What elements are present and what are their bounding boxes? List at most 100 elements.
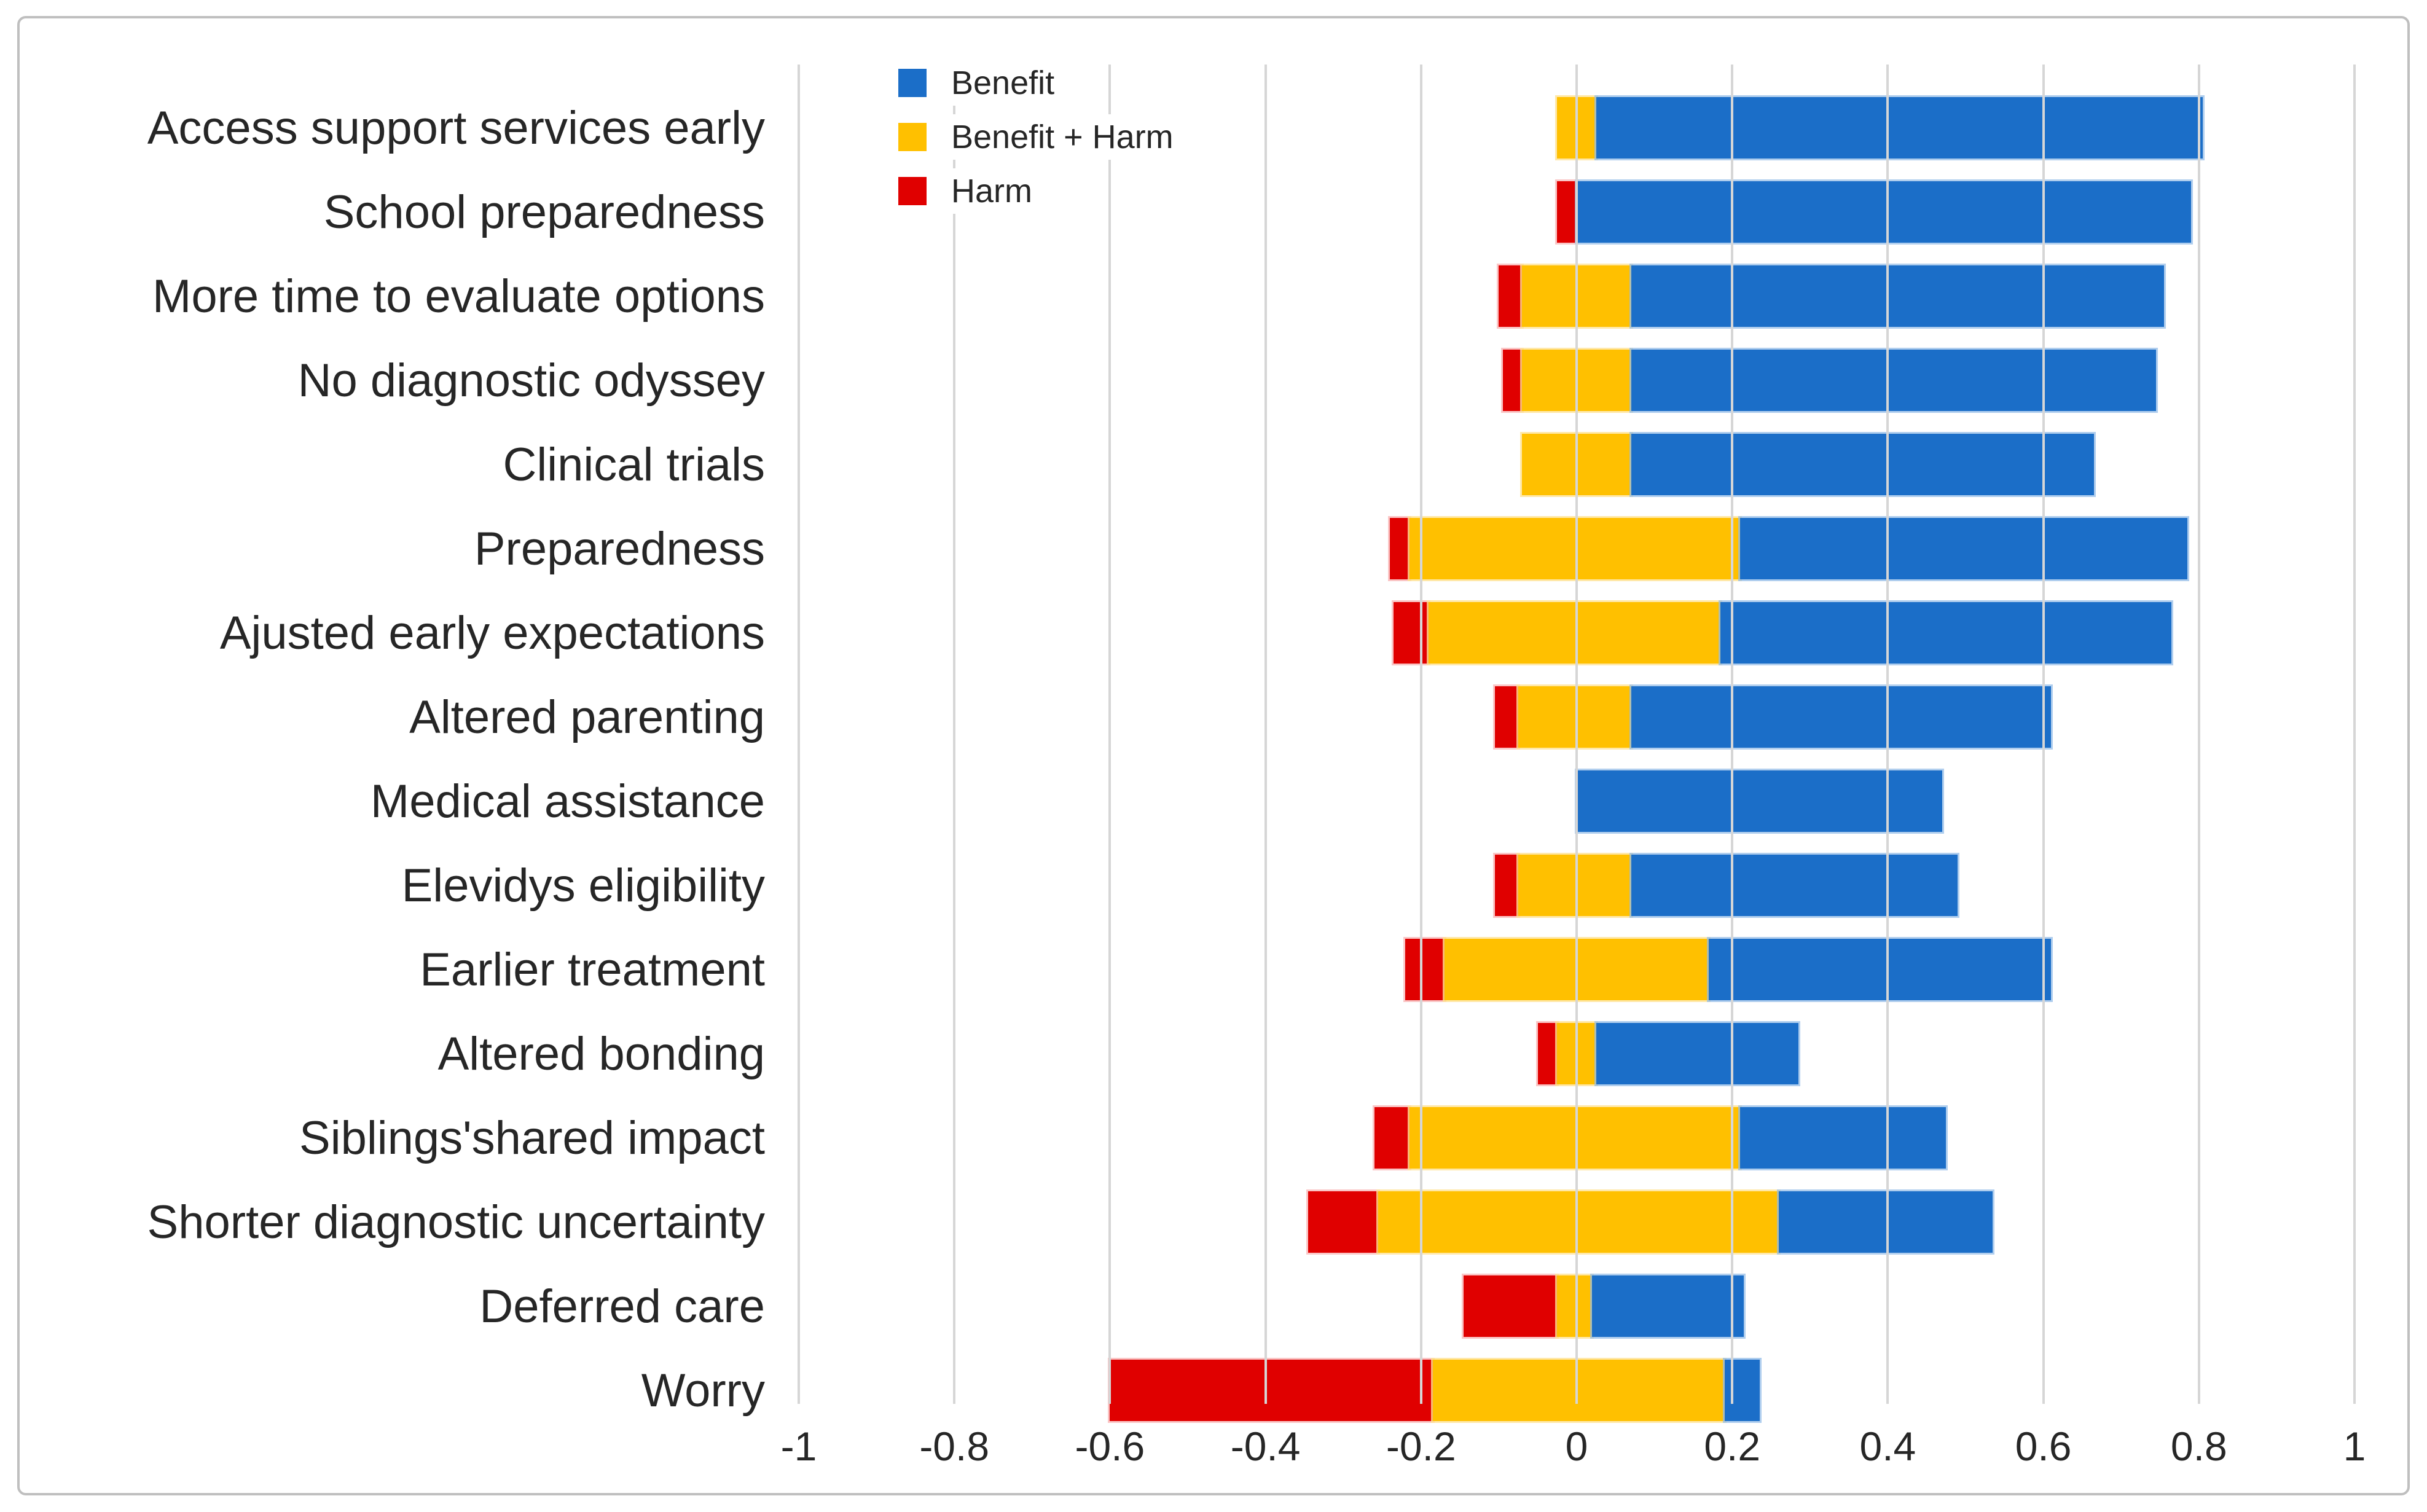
gridline (798, 65, 800, 1404)
x-tick-label: 0.2 (1704, 1424, 1761, 1469)
legend-label: Harm (943, 168, 1041, 214)
category-label: Earlier treatment (420, 943, 765, 996)
bar-segment-harm (1502, 350, 1523, 411)
bar-segment-benefit (1577, 770, 1943, 832)
bar-segment-benefit_harm (1378, 1191, 1779, 1253)
bar-row (799, 265, 2354, 327)
legend-label: Benefit (943, 60, 1064, 106)
x-tick-label: 0.4 (1859, 1424, 1916, 1469)
gridline (2353, 65, 2356, 1404)
x-tick-label: 0.8 (2170, 1424, 2227, 1469)
x-tick-label: 1 (2343, 1424, 2366, 1469)
bar-segment-benefit_harm (1429, 602, 1721, 664)
legend-item-harm: Harm (898, 168, 1182, 214)
bar-row (799, 97, 2354, 159)
bar-row (799, 602, 2354, 664)
category-label: School preparedness (323, 186, 765, 238)
category-label: Elevidys eligibility (401, 859, 765, 912)
gridline (2197, 65, 2200, 1404)
gridline (953, 65, 956, 1404)
bar-segment-benefit (1709, 939, 2052, 1000)
legend-item-benefit: Benefit (898, 60, 1182, 106)
bar-segment-benefit (1631, 855, 1958, 916)
bar-segment-benefit_harm (1409, 1107, 1740, 1169)
category-label: Ajusted early expectations (219, 606, 765, 659)
category-label: Deferred care (479, 1280, 765, 1333)
category-label: Altered parenting (409, 691, 765, 743)
bar-segment-harm (1390, 518, 1410, 579)
bar-segment-benefit_harm (1432, 1360, 1725, 1421)
bar-row (799, 181, 2354, 243)
bar-segment-harm (1499, 265, 1523, 327)
bar-segment-harm (1394, 602, 1429, 664)
legend: Benefit Benefit + Harm Harm (898, 60, 1182, 214)
gridline (1886, 65, 1889, 1404)
chart-frame (17, 16, 2410, 1495)
bar-segment-benefit (1724, 1360, 1760, 1421)
bar-segment-benefit (1577, 181, 2192, 243)
category-label: Altered bonding (437, 1027, 765, 1080)
legend-swatch-benefit (898, 69, 927, 97)
gridline (1575, 65, 1578, 1404)
bar-segment-benefit (1596, 1023, 1798, 1084)
bar-row (799, 1107, 2354, 1169)
bar-row (799, 686, 2354, 748)
bar-segment-benefit (1720, 602, 2172, 664)
bar-segment-benefit_harm (1557, 1275, 1593, 1337)
x-tick-label: 0 (1565, 1424, 1588, 1469)
bar-segment-harm (1374, 1107, 1410, 1169)
bar-segment-benefit (1592, 1275, 1744, 1337)
bar-row (799, 855, 2354, 916)
bar-segment-harm (1537, 1023, 1558, 1084)
bar-segment-harm (1495, 686, 1519, 748)
bar-segment-benefit (1596, 97, 2203, 159)
bar-segment-benefit (1631, 350, 2157, 411)
bar-row (799, 1275, 2354, 1337)
x-tick-label: -0.8 (919, 1424, 990, 1469)
legend-label: Benefit + Harm (943, 114, 1182, 160)
x-tick-label: -0.4 (1230, 1424, 1301, 1469)
category-label: Preparedness (474, 522, 765, 575)
category-label: Siblings'shared impact (299, 1111, 765, 1164)
x-tick-label: -1 (780, 1424, 817, 1469)
x-tick-label: -0.6 (1075, 1424, 1145, 1469)
gridline (1731, 65, 1734, 1404)
legend-item-benefit_harm: Benefit + Harm (898, 114, 1182, 160)
bar-segment-benefit_harm (1409, 518, 1740, 579)
bar-segment-benefit (1779, 1191, 1993, 1253)
bar-row (799, 1360, 2354, 1421)
category-label: Medical assistance (370, 775, 765, 828)
category-label: Worry (641, 1364, 765, 1417)
gridline (1264, 65, 1267, 1404)
gridline (2042, 65, 2045, 1404)
bar-segment-benefit (1631, 265, 2164, 327)
plot-area (798, 65, 2356, 1421)
bar-row (799, 1191, 2354, 1253)
bar-segment-harm (1405, 939, 1445, 1000)
bar-segment-benefit (1739, 1107, 1947, 1169)
bar-segment-harm (1308, 1191, 1379, 1253)
bar-segment-benefit (1739, 518, 2187, 579)
category-label: Shorter diagnostic uncertainty (147, 1196, 765, 1248)
category-label: Clinical trials (503, 438, 765, 491)
bar-row (799, 350, 2354, 411)
bar-segment-harm (1495, 855, 1519, 916)
bar-segment-benefit_harm (1518, 855, 1631, 916)
gridline (1108, 65, 1112, 1404)
x-tick-label: -0.2 (1386, 1424, 1456, 1469)
gridline (1419, 65, 1422, 1404)
category-label: Access support services early (147, 101, 765, 154)
legend-swatch-benefit_harm (898, 123, 927, 151)
bar-segment-harm (1557, 181, 1577, 243)
bar-row (799, 770, 2354, 832)
bar-row (799, 518, 2354, 579)
x-tick-label: 0.6 (2015, 1424, 2072, 1469)
legend-swatch-harm (898, 177, 927, 205)
bar-segment-benefit (1631, 434, 2094, 495)
category-label: More time to evaluate options (152, 270, 765, 323)
bar-segment-benefit_harm (1518, 686, 1631, 748)
category-label: No diagnostic odyssey (297, 354, 765, 407)
bar-segment-benefit (1631, 686, 2052, 748)
bar-segment-harm (1464, 1275, 1558, 1337)
